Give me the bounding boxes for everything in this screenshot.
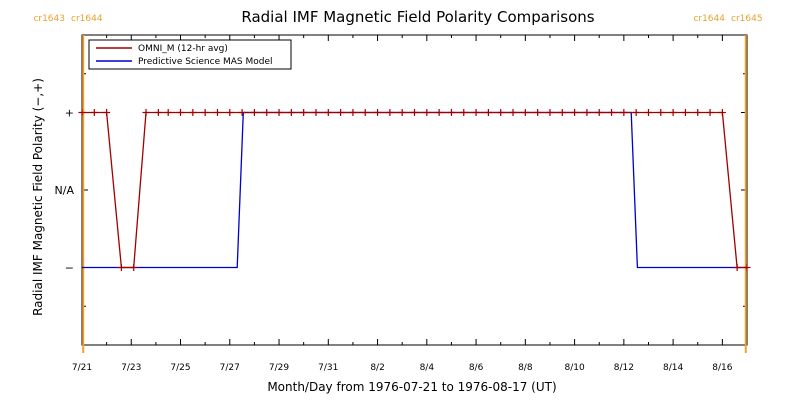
data-point-0-26 [398, 109, 406, 116]
data-point-0-44 [620, 109, 628, 116]
legend-box [88, 39, 292, 70]
data-point-0-11 [213, 109, 221, 116]
data-point-0-32 [472, 109, 480, 116]
data-point-0-46 [644, 109, 652, 116]
data-point-0-17 [287, 109, 295, 116]
series-line-1 [82, 111, 747, 269]
data-point-0-22 [349, 109, 357, 116]
data-point-0-39 [558, 109, 566, 116]
data-point-0-7 [164, 109, 172, 116]
data-point-0-0 [78, 109, 86, 116]
data-point-0-34 [497, 109, 505, 116]
x-tick-label-10: 8/10 [564, 363, 584, 373]
x-tick-label-8: 8/6 [469, 363, 484, 373]
data-point-0-20 [324, 109, 332, 116]
data-point-0-24 [374, 109, 382, 116]
data-point-0-15 [263, 109, 271, 116]
carrington-label-after-0: cr1644 [71, 14, 103, 24]
data-point-0-21 [337, 109, 345, 116]
data-point-0-19 [312, 109, 320, 116]
y-axis-label: Radial IMF Magnetic Field Polarity (−,+) [31, 78, 45, 316]
x-tick-label-7: 8/4 [420, 363, 435, 373]
carrington-label-before-1: cr1644 [693, 14, 725, 24]
data-point-0-50 [694, 109, 702, 116]
legend-label-mas: Predictive Science MAS Model [138, 57, 273, 67]
data-point-0-6 [154, 109, 162, 116]
carrington-label-after-1: cr1645 [731, 14, 763, 24]
x-tick-label-0: 7/21 [72, 363, 92, 373]
y-tick-label-1: N/A [55, 184, 75, 197]
x-axis-ticks: 7/21 7/23 7/25 7/27 7/29 7/31 8/2 8/4 8/6 8/8 8/10… [72, 35, 733, 373]
data-point-0-40 [571, 109, 579, 116]
data-point-0-54 [743, 264, 751, 271]
data-point-0-5 [142, 109, 150, 116]
y-axis-ticks: + N/A − [55, 73, 747, 307]
data-point-0-38 [546, 109, 554, 116]
data-point-0-9 [189, 109, 197, 116]
data-point-0-4 [130, 264, 138, 271]
x-tick-label-1: 7/23 [121, 363, 141, 373]
data-point-0-48 [669, 109, 677, 116]
data-point-0-14 [250, 109, 258, 116]
data-point-0-45 [632, 109, 640, 116]
x-tick-label-4: 7/29 [269, 363, 289, 373]
data-point-0-12 [226, 109, 234, 116]
x-tick-label-13: 8/16 [712, 363, 732, 373]
data-point-0-35 [509, 109, 517, 116]
x-tick-label-9: 8/8 [518, 363, 533, 373]
x-tick-label-5: 7/31 [318, 363, 338, 373]
data-point-0-8 [177, 109, 185, 116]
data-point-0-42 [595, 109, 603, 116]
data-point-0-41 [583, 109, 591, 116]
data-point-0-16 [275, 109, 283, 116]
y-tick-label-2: − [65, 262, 74, 275]
data-point-0-13 [238, 109, 246, 116]
data-point-0-53 [733, 264, 741, 271]
data-point-0-33 [484, 109, 492, 116]
chart-title: Radial IMF Magnetic Field Polarity Compa… [241, 8, 594, 26]
data-point-0-43 [608, 109, 616, 116]
x-tick-label-11: 8/12 [614, 363, 634, 373]
data-point-0-49 [681, 109, 689, 116]
x-tick-label-2: 7/25 [170, 363, 190, 373]
data-point-0-29 [435, 109, 443, 116]
data-point-0-1 [90, 109, 98, 116]
carrington-label-before-0: cr1643 [33, 14, 65, 24]
legend: OMNI_M (12-hr avg) Predictive Science MA… [88, 39, 292, 70]
series-line-0 [82, 111, 747, 269]
data-point-0-3 [117, 264, 125, 271]
data-point-0-18 [300, 109, 308, 116]
series-layer [78, 109, 751, 271]
data-point-0-28 [423, 109, 431, 116]
x-tick-label-12: 8/14 [663, 363, 683, 373]
data-point-0-25 [386, 109, 394, 116]
data-point-0-31 [460, 109, 468, 116]
data-point-0-2 [103, 109, 111, 116]
data-point-0-36 [521, 109, 529, 116]
plot-area [81, 34, 748, 346]
y-tick-label-0: + [65, 107, 74, 120]
x-tick-label-3: 7/27 [220, 363, 240, 373]
x-axis-label: Month/Day from 1976-07-21 to 1976-08-17 … [267, 380, 556, 394]
data-point-0-30 [447, 109, 455, 116]
data-point-0-52 [718, 109, 726, 116]
data-point-0-37 [534, 109, 542, 116]
data-point-0-27 [411, 109, 418, 116]
carrington-markers: cr1643 cr1644 cr1644 cr1645 [33, 14, 763, 353]
legend-label-omni: OMNI_M (12-hr avg) [138, 44, 228, 54]
data-point-0-10 [201, 109, 209, 116]
data-point-0-23 [361, 109, 369, 116]
data-point-0-47 [657, 109, 665, 116]
data-point-0-51 [706, 109, 714, 116]
x-tick-label-6: 8/2 [370, 363, 384, 373]
